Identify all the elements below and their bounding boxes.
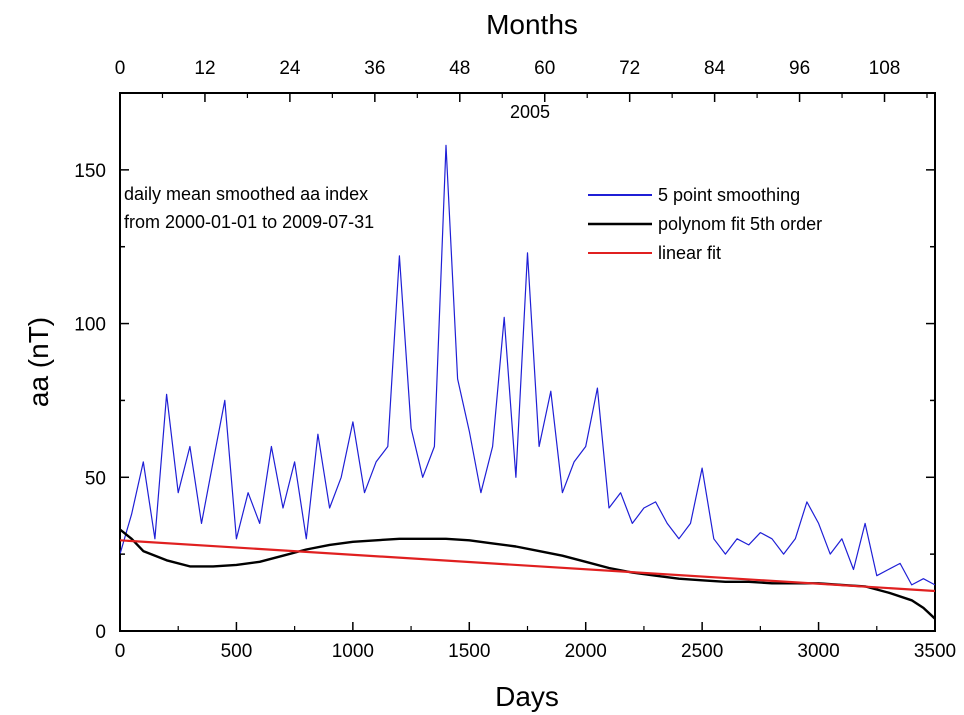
top-tick-label: 12: [194, 58, 215, 79]
x-tick-label: 1000: [332, 641, 374, 662]
x-tick-label: 2500: [681, 641, 723, 662]
top-tick-label: 72: [619, 58, 640, 79]
top-axis-title: Months: [486, 9, 578, 40]
top-tick-label: 36: [364, 58, 385, 79]
annotation-year: 2005: [510, 102, 550, 122]
annotation-line-1: daily mean smoothed aa index: [124, 184, 368, 204]
x-tick-label: 500: [221, 641, 253, 662]
x-tick-label: 0: [115, 641, 126, 662]
top-tick-label: 60: [534, 58, 555, 79]
series-line-0: [120, 144, 935, 586]
x-tick-label: 3500: [914, 641, 956, 662]
legend-label-smoothing: 5 point smoothing: [658, 185, 800, 205]
top-tick-label: 24: [279, 58, 301, 79]
y-tick-label: 50: [85, 468, 106, 489]
top-tick-label: 108: [869, 58, 901, 79]
y-tick-label: 100: [74, 315, 106, 336]
x-axis-title: Days: [495, 681, 559, 712]
top-tick-label: 0: [115, 58, 126, 79]
series-line-1: [120, 528, 935, 620]
x-tick-label: 2000: [565, 641, 607, 662]
y-tick-label: 0: [95, 622, 106, 643]
legend-label-linear: linear fit: [658, 243, 721, 263]
annotation-line-2: from 2000-01-01 to 2009-07-31: [124, 212, 374, 232]
legend: 5 point smoothing polynom fit 5th order …: [588, 185, 822, 263]
top-tick-label: 48: [449, 58, 470, 79]
legend-label-polynom: polynom fit 5th order: [658, 214, 822, 234]
top-tick-label: 84: [704, 58, 726, 79]
x-tick-label: 3000: [797, 641, 839, 662]
x-tick-label: 1500: [448, 641, 490, 662]
top-tick-label: 96: [789, 58, 810, 79]
y-tick-label: 150: [74, 161, 106, 182]
y-axis-title: aa (nT): [23, 317, 54, 407]
series-line-2: [120, 539, 935, 593]
plot-frame: [119, 92, 936, 632]
series-layer: [120, 144, 935, 620]
